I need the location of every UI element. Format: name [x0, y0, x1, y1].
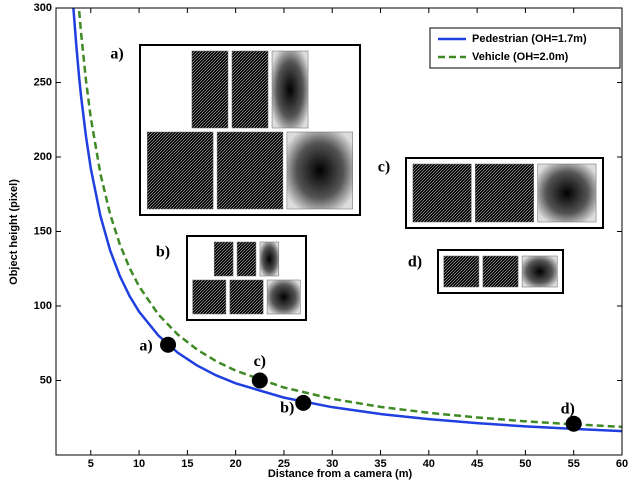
point-label: c): [254, 353, 266, 370]
feature-tile: [267, 280, 300, 314]
x-tick-label: 40: [423, 458, 435, 470]
y-tick-label: 250: [34, 76, 52, 88]
point-marker: [252, 373, 268, 389]
y-tick-label: 150: [34, 225, 52, 237]
point-label: b): [280, 400, 294, 417]
x-tick-label: 10: [133, 458, 145, 470]
x-tick-label: 5: [88, 458, 94, 470]
feature-tile: [232, 51, 268, 128]
feature-tile: [538, 164, 596, 222]
x-tick-label: 25: [278, 458, 290, 470]
point-marker: [160, 337, 176, 353]
feature-tile: [193, 280, 226, 314]
point-label: a): [139, 337, 152, 354]
feature-tile: [413, 164, 471, 222]
y-tick-label: 100: [34, 300, 52, 312]
feature-tile: [237, 242, 256, 276]
chart: Distance from a camera (m) Object height…: [0, 0, 639, 484]
x-tick-label: 30: [326, 458, 338, 470]
feature-tile: [217, 132, 283, 209]
feature-tile: [260, 242, 279, 276]
point-marker: [295, 395, 311, 411]
y-tick-label: 50: [40, 374, 52, 386]
legend-label: Pedestrian (OH=1.7m): [472, 33, 587, 45]
feature-tile: [272, 51, 308, 128]
x-tick-label: 15: [181, 458, 193, 470]
feature-tile: [483, 256, 518, 287]
feature-tile: [475, 164, 533, 222]
point-label: d): [561, 400, 575, 417]
feature-tile: [287, 132, 353, 209]
x-tick-label: 60: [616, 458, 628, 470]
feature-tile: [192, 51, 228, 128]
y-tick-label: 300: [34, 2, 52, 14]
inset-label: a): [110, 46, 123, 63]
x-tick-label: 45: [471, 458, 483, 470]
x-tick-label: 50: [519, 458, 531, 470]
legend-label: Vehicle (OH=2.0m): [472, 51, 569, 63]
x-tick-label: 55: [568, 458, 580, 470]
y-axis-label: Object height (pixel): [8, 179, 20, 285]
inset-label: d): [408, 254, 422, 271]
inset-label: c): [378, 159, 390, 176]
x-tick-label: 35: [374, 458, 386, 470]
feature-tile: [444, 256, 479, 287]
point-marker: [566, 416, 582, 432]
x-tick-label: 20: [230, 458, 242, 470]
inset-label: b): [156, 244, 170, 261]
feature-tile: [230, 280, 263, 314]
y-tick-label: 200: [34, 151, 52, 163]
feature-tile: [214, 242, 233, 276]
feature-tile: [522, 256, 557, 287]
feature-tile: [147, 132, 213, 209]
